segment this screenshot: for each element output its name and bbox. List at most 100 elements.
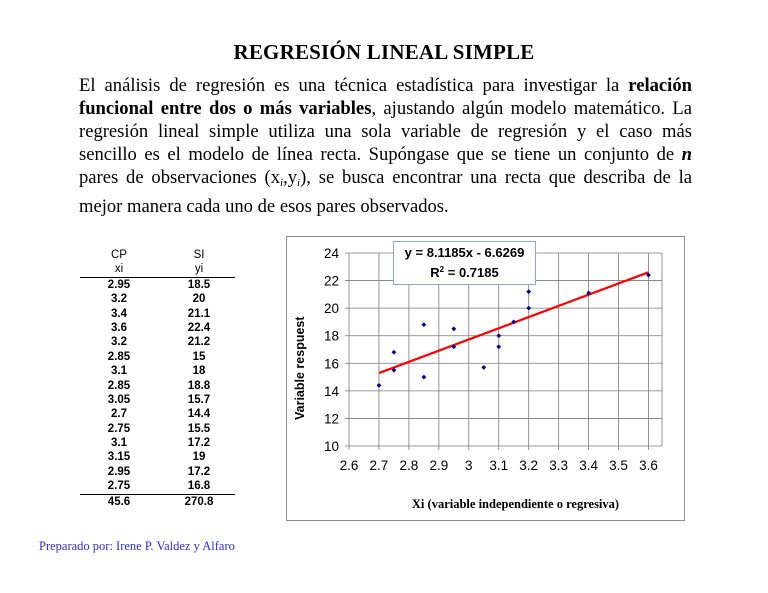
- table-cell: 2.7: [111, 408, 127, 421]
- regression-equation-box: y = 8.1185x - 6.6269 R2 = 0.7185: [393, 241, 536, 285]
- table-header-cell: CP: [111, 249, 127, 261]
- data-point-marker: [451, 344, 457, 350]
- intro-text: ), se busca encontrar una recta que desc…: [79, 167, 692, 217]
- table-total-cell: 45.6: [107, 495, 131, 508]
- x-tick-label: 3.2: [519, 458, 538, 473]
- y-tick-label: 16: [324, 356, 339, 371]
- data-point-marker: [376, 382, 382, 388]
- intro-bold-text: relación funcional entre dos o más varia…: [79, 75, 692, 119]
- table-cell: 15: [192, 350, 206, 363]
- table-cell: 2.85: [107, 350, 131, 363]
- table-header-row: xi yi: [79, 262, 239, 276]
- x-tick-label: 2.9: [429, 458, 448, 473]
- table-header-row: CP SI: [79, 248, 239, 262]
- x-tick-label: 3.6: [639, 458, 658, 473]
- table-cell: 17.2: [187, 465, 211, 478]
- table-row: 3.05 15.7: [79, 393, 239, 407]
- table-row: 2.85 18.8: [79, 379, 239, 393]
- table-cell: 20: [192, 293, 206, 306]
- r-superscript: 2: [439, 265, 445, 274]
- r-squared: R2 = 0.7185: [394, 261, 535, 282]
- r-squared-value: = 0.7185: [444, 265, 499, 280]
- table-cell: 3.15: [107, 451, 131, 464]
- x-tick-label: 3.3: [549, 458, 568, 473]
- table-cell: 3.05: [107, 393, 131, 406]
- data-point-marker: [496, 344, 502, 350]
- data-point-marker: [451, 326, 457, 332]
- page-title: REGRESIÓN LINEAL SIMPLE: [233, 40, 535, 64]
- data-table: CP SI xi yi 2.95 18.5 3.2 20 3.4 21.1 3.6 22.4 3…: [79, 248, 239, 509]
- intro-n-symbol: n: [681, 144, 692, 165]
- table-row: 2.7 14.4: [79, 407, 239, 421]
- data-point-marker: [526, 305, 532, 311]
- data-point-marker: [511, 319, 517, 325]
- intro-text: ,y: [283, 167, 298, 188]
- table-row: 2.75 15.5: [79, 422, 239, 436]
- table-row: 2.75 16.8: [79, 479, 239, 493]
- regression-equation: y = 8.1185x - 6.6269: [404, 245, 525, 260]
- table-cell: 3.1: [111, 437, 127, 450]
- table-rule: [80, 276, 235, 278]
- x-axis-label: Xi (variable independiente o regresiva): [411, 497, 620, 511]
- table-cell: 22.4: [187, 321, 211, 334]
- y-tick-label: 12: [324, 411, 339, 426]
- author-footer: Preparado por: Irene P. Valdez y Alfaro: [39, 539, 235, 553]
- table-row: 3.2 21.2: [79, 335, 239, 349]
- table-cell: 19: [192, 451, 206, 464]
- y-tick-label: 22: [324, 274, 339, 289]
- data-point-marker: [391, 367, 397, 373]
- intro-text: El análisis de regresión es una técnica …: [79, 75, 629, 96]
- data-point-marker: [646, 272, 651, 278]
- x-tick-label: 3.1: [489, 458, 508, 473]
- intro-text: , ajustando algún modelo matemático. La …: [79, 98, 692, 165]
- data-point-marker: [586, 290, 591, 296]
- table-row: 3.1 17.2: [79, 436, 239, 450]
- intro-paragraph: El análisis de regresión es una técnica …: [79, 74, 692, 218]
- subscript-i: i: [297, 177, 301, 189]
- subscript-i: i: [280, 177, 284, 189]
- table-cell: 14.4: [187, 408, 211, 421]
- r-label: R: [430, 265, 440, 280]
- table-cell: 2.95: [107, 278, 131, 291]
- data-point-marker: [481, 365, 487, 370]
- x-tick-label: 2.6: [340, 458, 359, 473]
- table-total-cell: 270.8: [184, 495, 214, 508]
- table-header-cell: SI: [193, 249, 205, 261]
- table-cell: 3.1: [111, 365, 127, 378]
- intro-text: pares de observaciones (x: [79, 167, 281, 188]
- table-cell: 18: [192, 365, 206, 378]
- table-cell: 18.8: [187, 379, 211, 392]
- table-header-cell: xi: [114, 263, 124, 276]
- data-point-marker: [391, 349, 397, 355]
- x-tick-label: 2.8: [400, 458, 419, 473]
- y-tick-label: 14: [324, 384, 340, 399]
- x-tick-label: 3.4: [579, 458, 598, 473]
- table-row: 3.6 22.4: [79, 321, 239, 335]
- y-tick-label: 20: [324, 301, 339, 316]
- table-cell: 15.5: [187, 422, 211, 435]
- table-cell: 15.7: [187, 393, 211, 406]
- table-row: 3.1 18: [79, 364, 239, 378]
- table-totals-row: 45.6 270.8: [79, 495, 239, 509]
- table-cell: 16.8: [187, 480, 211, 493]
- table-cell: 21.1: [187, 307, 211, 320]
- table-cell: 3.2: [111, 293, 127, 306]
- table-row: 2.95 18.5: [79, 278, 239, 292]
- table-cell: 2.85: [107, 379, 131, 392]
- table-rule: [80, 493, 235, 495]
- table-row: 2.95 17.2: [79, 465, 239, 479]
- table-cell: 17.2: [187, 437, 211, 450]
- table-row: 3.4 21.1: [79, 307, 239, 321]
- table-row: 3.15 19: [79, 450, 239, 464]
- x-tick-label: 3.5: [609, 458, 628, 473]
- y-tick-label: 24: [324, 246, 340, 261]
- table-cell: 3.4: [111, 307, 127, 320]
- table-cell: 21.2: [187, 336, 211, 349]
- data-point-marker: [526, 289, 532, 294]
- y-tick-label: 18: [324, 329, 339, 344]
- table-cell: 18.5: [187, 278, 211, 291]
- table-header-cell: yi: [194, 263, 204, 276]
- table-cell: 3.2: [111, 336, 127, 349]
- data-point-marker: [421, 374, 427, 380]
